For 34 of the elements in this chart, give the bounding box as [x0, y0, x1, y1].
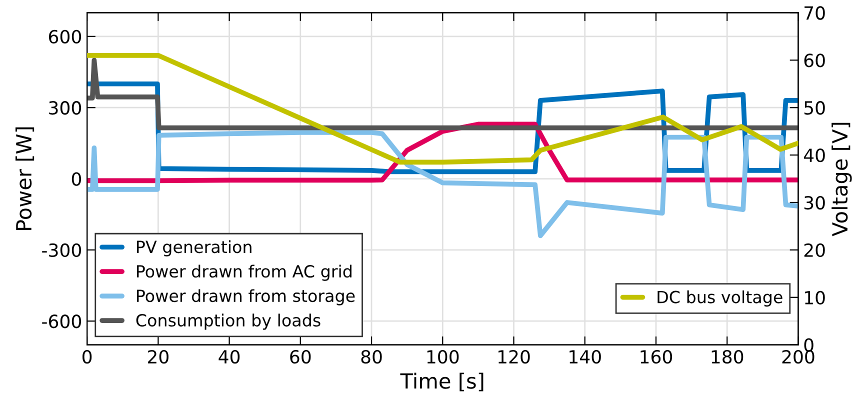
x-tick-label: 60: [290, 350, 311, 364]
x-tick-label: 120: [498, 350, 530, 364]
y2-tick-label: 40: [804, 148, 825, 162]
y2-tick-label: 50: [804, 101, 825, 115]
line-series: [87, 52, 798, 165]
y2-tick-label: 10: [805, 290, 825, 304]
x-tick-label: 80: [361, 350, 382, 364]
y2-tick-label: 60: [804, 54, 825, 68]
y-tick-label: -600: [42, 314, 81, 328]
x-tick-label: 20: [148, 350, 168, 364]
x-tick-label: 200: [782, 350, 814, 364]
x-tick-label: 160: [640, 350, 672, 364]
line-series: [87, 58, 798, 130]
x-tick-label: 100: [427, 350, 459, 364]
legend-label: DC bus voltage: [658, 290, 782, 307]
x-tick-label: 0: [82, 350, 92, 364]
legend-label: PV generation: [137, 240, 252, 256]
y2-tick-label: 30: [804, 196, 825, 210]
x-tick-label: 140: [570, 350, 601, 364]
legend-label: Consumption by loads: [136, 314, 320, 330]
legend-label: Power drawn from storage: [137, 289, 355, 306]
y2-tick-label: 70: [804, 6, 825, 20]
y-tick-label: 300: [49, 101, 81, 115]
legend-label: Power drawn from AC grid: [137, 264, 352, 281]
y-axis-title: Power [W]: [16, 127, 34, 230]
x-axis-title: Time [s]: [400, 372, 484, 392]
x-tick-label: 40: [218, 350, 240, 364]
y-tick-label: -300: [42, 243, 81, 258]
y2-tick-label: 20: [804, 243, 825, 258]
line-series: [87, 130, 798, 238]
y2-axis-title: Voltage [V]: [832, 122, 852, 236]
y-tick-label: 0: [72, 172, 81, 186]
y-tick-label: 600: [49, 30, 81, 44]
x-tick-label: 180: [712, 350, 744, 364]
